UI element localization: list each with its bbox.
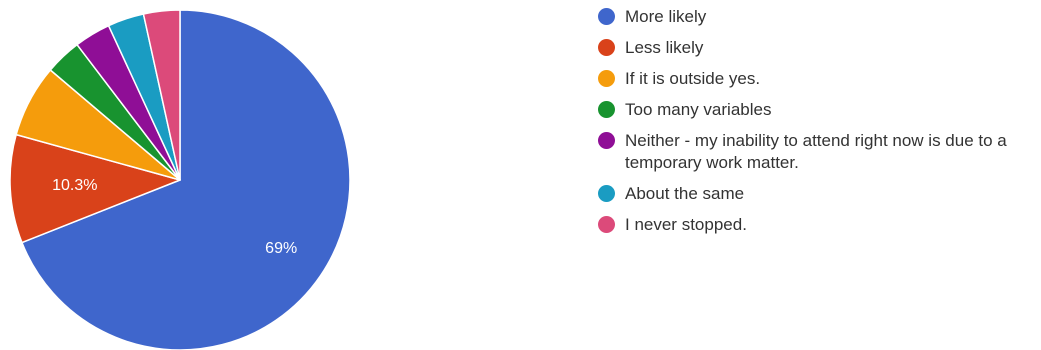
legend-item[interactable]: If it is outside yes. [598, 68, 1038, 90]
legend-label: More likely [625, 7, 707, 26]
legend-swatch [598, 39, 615, 56]
legend-swatch [598, 132, 615, 149]
legend-swatch [598, 70, 615, 87]
legend-label: I never stopped. [625, 215, 747, 234]
legend-item[interactable]: Neither - my inability to attend right n… [598, 130, 1038, 174]
pie-slice-2 [9, 133, 181, 244]
legend-label: About the same [625, 184, 745, 203]
legend-label: Neither - my inability to attend right n… [625, 131, 1007, 172]
pie-slice-7 [142, 9, 181, 181]
legend-item[interactable]: Less likely [598, 37, 1038, 59]
pie-slice-1 [21, 9, 351, 350]
legend-label: Less likely [625, 38, 704, 57]
legend: More likely Less likely If it is outside y… [598, 6, 1038, 245]
legend-swatch [598, 216, 615, 233]
legend-swatch [598, 8, 615, 25]
legend-label: If it is outside yes. [625, 69, 761, 88]
legend-item[interactable]: More likely [598, 6, 1038, 28]
slice-label-1: 69% [265, 240, 297, 257]
legend-item[interactable]: Too many variables [598, 99, 1038, 121]
legend-item[interactable]: About the same [598, 183, 1038, 205]
slice-label-2: 10.3% [52, 177, 97, 194]
legend-swatch [598, 185, 615, 202]
pie-chart: 69% 10.3% [9, 9, 351, 350]
legend-swatch [598, 101, 615, 118]
legend-item[interactable]: I never stopped. [598, 214, 1038, 236]
legend-label: Too many variables [625, 100, 772, 119]
